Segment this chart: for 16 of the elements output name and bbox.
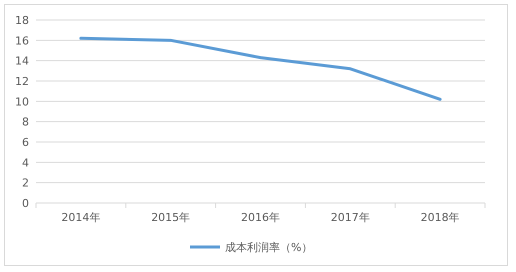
y-tick-label: 18 — [15, 14, 29, 27]
y-tick-label: 8 — [22, 116, 29, 129]
y-tick-label: 10 — [15, 95, 29, 108]
y-tick-label: 14 — [15, 54, 29, 68]
y-tick-label: 12 — [15, 75, 29, 88]
y-tick-label: 2 — [22, 176, 29, 190]
x-tick-label: 2017年 — [330, 211, 370, 224]
y-tick-label: 6 — [22, 136, 29, 149]
legend-label: 成本利润率（%） — [225, 241, 312, 254]
x-tick-label: 2015年 — [151, 211, 190, 224]
y-tick-label: 4 — [22, 156, 29, 170]
x-tick-label: 2016年 — [241, 211, 280, 224]
y-tick-label: 0 — [22, 197, 29, 210]
x-tick-label: 2014年 — [61, 211, 100, 224]
y-tick-label: 16 — [15, 34, 29, 48]
x-tick-label: 2018年 — [420, 211, 460, 224]
